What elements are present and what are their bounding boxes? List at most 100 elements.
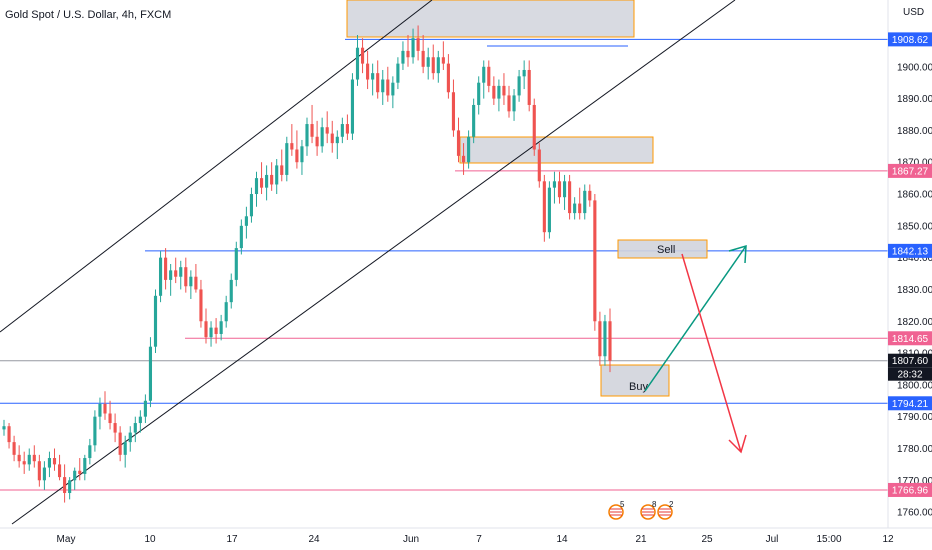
candle[interactable] [350,73,355,140]
price-tag[interactable] [888,353,932,368]
candle[interactable] [118,426,122,462]
candle[interactable] [477,76,481,115]
candle[interactable] [148,337,153,408]
candle[interactable] [360,38,365,74]
candle[interactable] [88,438,92,465]
buy-zone[interactable] [600,364,670,397]
price-tag[interactable] [888,243,932,258]
candle[interactable] [295,130,299,169]
candle[interactable] [386,66,390,102]
sell-zone[interactable] [617,239,708,259]
candle[interactable] [502,73,506,105]
candle[interactable] [497,79,501,112]
candle[interactable] [52,448,57,471]
candle[interactable] [431,44,435,80]
candle[interactable] [451,79,456,137]
candle[interactable] [113,413,117,443]
candle[interactable] [522,60,526,90]
candle[interactable] [608,308,612,373]
candle[interactable] [552,171,557,204]
candle[interactable] [209,321,213,347]
candle[interactable] [204,308,208,344]
candle[interactable] [244,206,248,239]
economic-event-us-3[interactable]: 2 [657,500,674,520]
candle[interactable] [472,98,476,144]
candle[interactable] [426,47,430,80]
economic-event-us-2[interactable]: 8 [640,500,657,520]
candle[interactable] [108,400,112,430]
candle[interactable] [7,423,11,449]
candle[interactable] [239,219,243,255]
candle[interactable] [512,89,516,121]
candle[interactable] [517,69,521,102]
candle[interactable] [467,130,471,169]
candle[interactable] [153,289,158,354]
candle[interactable] [280,149,284,182]
candle[interactable] [42,461,46,490]
candle[interactable] [381,69,385,105]
candle[interactable] [411,28,415,64]
candle[interactable] [568,174,572,220]
candle[interactable] [224,295,228,328]
time-axis[interactable] [0,528,932,550]
candle[interactable] [401,41,405,70]
candle[interactable] [456,117,461,163]
candle[interactable] [189,270,193,299]
price-tag[interactable] [888,331,932,346]
candle[interactable] [259,162,264,195]
candle[interactable] [17,445,21,468]
candle[interactable] [562,174,567,210]
candle[interactable] [330,120,334,153]
mid-resistance-zone[interactable] [459,136,654,164]
candle[interactable] [63,464,67,503]
candle[interactable] [214,318,218,344]
candle[interactable] [335,130,339,160]
candle[interactable] [441,41,445,70]
candle[interactable] [73,467,77,490]
candle[interactable] [532,98,536,156]
candle[interactable] [537,143,541,188]
bullish-arrow-line[interactable] [644,245,747,392]
candle[interactable] [416,25,420,61]
candle[interactable] [366,50,370,90]
candle[interactable] [68,477,72,500]
candle[interactable] [249,187,254,223]
candle[interactable] [138,410,142,433]
candle[interactable] [320,117,324,153]
candle[interactable] [123,435,127,468]
candle[interactable] [542,174,546,242]
candle[interactable] [461,143,466,175]
candle[interactable] [93,410,97,452]
candle[interactable] [396,57,400,90]
candle[interactable] [593,194,597,331]
candle[interactable] [27,448,31,471]
candle[interactable] [254,171,259,207]
candle[interactable] [103,391,107,420]
candle[interactable] [184,257,188,293]
candle[interactable] [290,124,294,156]
economic-event-us[interactable]: 5 [608,500,625,520]
candle[interactable] [371,63,375,96]
candle[interactable] [507,85,511,118]
candle[interactable] [285,136,289,182]
candle[interactable] [270,162,274,191]
candle[interactable] [37,454,41,487]
candle[interactable] [527,60,531,112]
candle[interactable] [436,50,440,83]
candle[interactable] [194,264,198,293]
price-tag[interactable] [888,32,932,47]
candle[interactable] [22,451,26,474]
candle[interactable] [143,394,147,424]
candle[interactable] [128,426,132,452]
candle[interactable] [169,264,173,296]
candle[interactable] [557,171,562,204]
candle[interactable] [2,419,6,436]
candle[interactable] [446,54,450,99]
candle[interactable] [133,416,137,443]
candle[interactable] [376,60,380,99]
candle[interactable] [219,314,223,341]
price-tag[interactable] [888,482,932,497]
price-tag[interactable] [888,163,932,178]
candle[interactable] [57,454,62,481]
